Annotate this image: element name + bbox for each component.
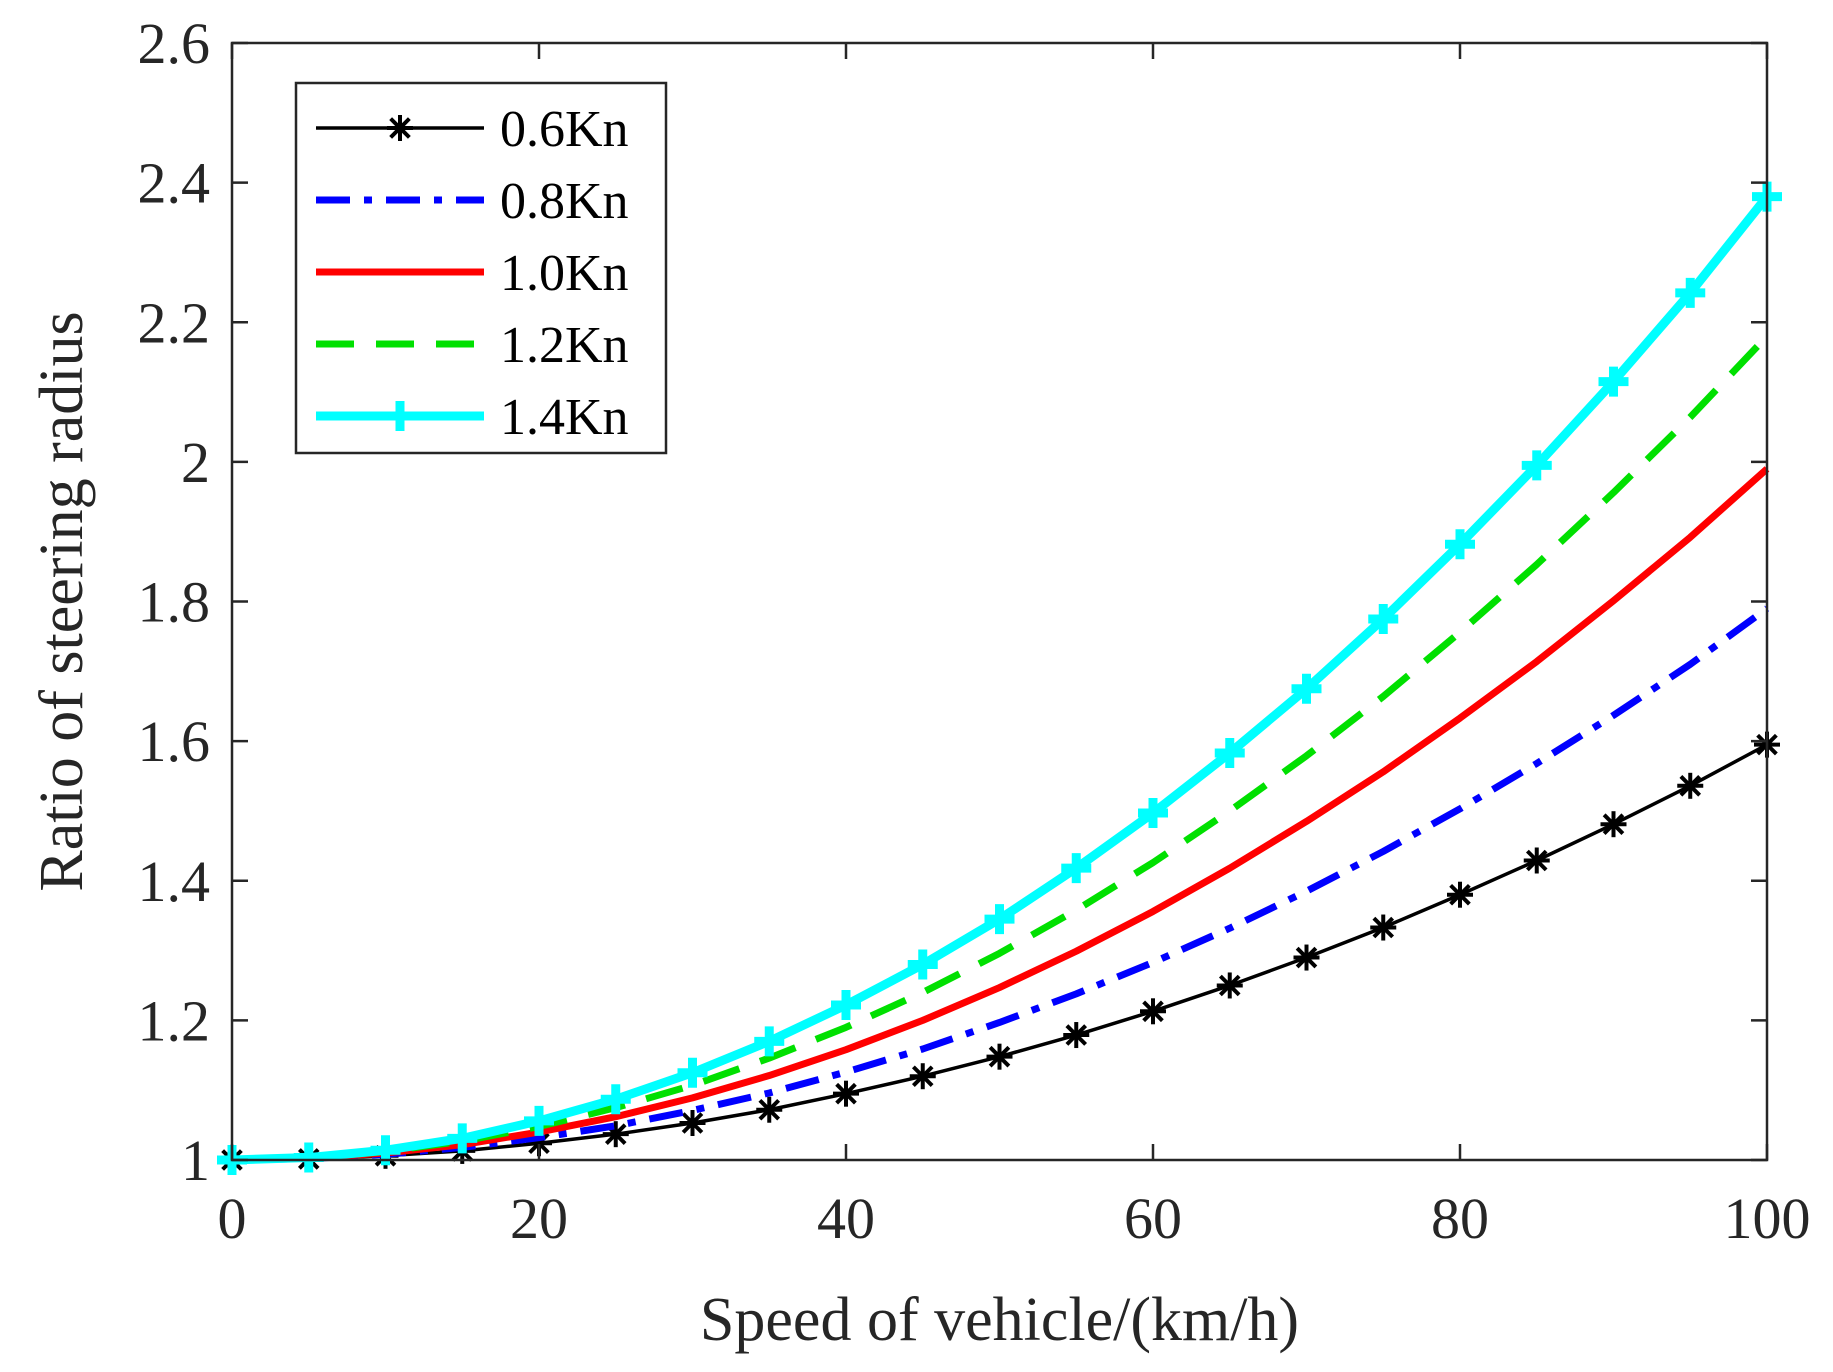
data-point-marker <box>447 1123 478 1154</box>
x-tick-label: 20 <box>510 1186 568 1251</box>
y-tick-label: 1.8 <box>138 570 211 635</box>
data-point-marker <box>1138 798 1168 829</box>
data-point-marker <box>1677 772 1704 799</box>
axis-ticks: 0 20 40 60 80 100 1 1.2 1.4 1.6 1.8 2 2.2 2.4 2.6 <box>138 11 1811 1251</box>
y-tick-label: 1.6 <box>138 709 211 774</box>
legend-item: 1.4Kn <box>316 389 629 446</box>
x-tick-label: 0 <box>218 1186 247 1251</box>
data-point-marker <box>833 1080 859 1107</box>
x-tick-label: 40 <box>817 1186 875 1251</box>
y-tick-label: 2.6 <box>138 11 211 76</box>
data-point-marker <box>756 1096 783 1123</box>
series-line <box>231 466 1770 1164</box>
data-point-marker <box>986 1043 1013 1070</box>
legend-item: 1.2Kn <box>316 317 629 374</box>
y-tick-label: 1.2 <box>138 988 211 1053</box>
series-line <box>231 605 1770 1164</box>
data-point-marker <box>1293 944 1320 971</box>
data-point-marker <box>1214 737 1245 768</box>
data-point-marker <box>754 1026 785 1057</box>
data-point-marker <box>1370 914 1397 941</box>
series-layer <box>217 181 1782 1175</box>
y-tick-label: 2.4 <box>138 151 211 216</box>
data-point-marker <box>293 1142 324 1173</box>
y-tick-label: 2 <box>181 430 210 495</box>
data-point-marker <box>1523 847 1550 874</box>
data-point-marker <box>1447 881 1473 908</box>
data-point-marker <box>387 115 413 141</box>
legend-label: 1.4Kn <box>500 389 629 446</box>
data-point-marker <box>1445 529 1475 560</box>
legend-item: 0.8Kn <box>316 173 629 230</box>
x-tick-label: 80 <box>1431 1186 1489 1251</box>
legend-label: 1.2Kn <box>500 317 629 374</box>
legend-label: 0.6Kn <box>500 101 629 158</box>
data-point-marker <box>600 1084 631 1115</box>
data-point-marker <box>1291 673 1322 704</box>
data-point-marker <box>1600 811 1627 838</box>
data-point-marker <box>1063 1022 1090 1049</box>
series-1-0Kn <box>231 466 1770 1164</box>
data-point-marker <box>524 1105 554 1136</box>
legend-box <box>294 81 668 455</box>
data-point-marker <box>907 949 938 980</box>
legend-item: 1.0Kn <box>316 245 629 302</box>
legend-label: 0.8Kn <box>500 173 629 230</box>
series-1-4Kn <box>217 181 1782 1175</box>
data-point-marker <box>385 401 415 431</box>
data-point-marker <box>677 1057 708 1088</box>
legend-item: 0.6Kn <box>316 101 629 158</box>
data-point-marker <box>831 990 861 1021</box>
x-tick-label: 60 <box>1124 1186 1182 1251</box>
legend: 0.6Kn 0.8Kn 1.0Kn 1.2Kn 1.4Kn <box>294 81 668 455</box>
y-tick-label: 1 <box>181 1128 210 1193</box>
data-point-marker <box>1140 998 1166 1025</box>
data-point-marker <box>1675 277 1706 308</box>
x-tick-label: 100 <box>1724 1186 1811 1251</box>
data-point-marker <box>909 1063 936 1090</box>
data-point-marker <box>1598 366 1629 397</box>
x-axis-title: Speed of vehicle/(km/h) <box>700 1286 1299 1354</box>
legend-label: 1.0Kn <box>500 245 629 302</box>
data-point-marker <box>1521 450 1552 481</box>
data-point-marker <box>1368 603 1399 634</box>
data-point-marker <box>1216 972 1243 999</box>
series-0-8Kn <box>231 605 1770 1164</box>
y-tick-label: 2.2 <box>138 290 211 355</box>
data-point-marker <box>679 1109 706 1136</box>
y-axis-title: Ratio of steering radius <box>28 311 96 891</box>
y-tick-label: 1.4 <box>138 849 211 914</box>
data-point-marker <box>984 904 1015 935</box>
data-point-marker <box>1061 853 1092 884</box>
